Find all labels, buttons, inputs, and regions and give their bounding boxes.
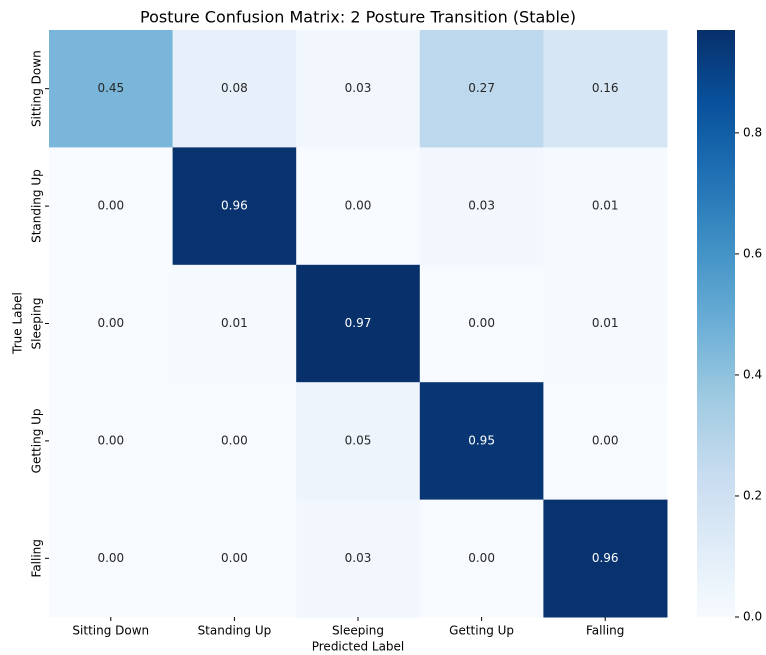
x-tick-label: Sleeping [332, 624, 384, 638]
cell-label: 0.00 [97, 316, 124, 330]
cell-label: 0.00 [221, 551, 248, 565]
cell-label: 0.00 [468, 316, 495, 330]
cell-label: 0.08 [221, 81, 248, 95]
cell [296, 30, 421, 148]
y-tick-label: Sitting Down [30, 50, 44, 127]
cell-label: 0.03 [468, 199, 495, 213]
cell [543, 264, 668, 383]
colorbar-tick-label: 0.0 [743, 610, 762, 624]
cell [49, 147, 174, 266]
cell [419, 382, 544, 501]
cell [543, 499, 668, 618]
cell-label: 0.05 [345, 433, 372, 447]
cell [49, 30, 174, 148]
cell-label: 0.96 [221, 199, 248, 213]
x-tick-label: Falling [586, 624, 624, 638]
cell [419, 147, 544, 266]
colorbar [697, 30, 735, 617]
chart-title: Posture Confusion Matrix: 2 Posture Tran… [140, 8, 576, 27]
cell [49, 382, 174, 501]
cell-label: 0.97 [345, 316, 372, 330]
y-tick-label: Sleeping [30, 298, 44, 350]
cell [419, 30, 544, 148]
cell-label: 0.00 [345, 199, 372, 213]
cell-label: 0.27 [468, 81, 495, 95]
cell [419, 499, 544, 618]
y-axis-label: True Label [11, 292, 25, 355]
cell [172, 264, 297, 383]
cell-label: 0.03 [345, 81, 372, 95]
x-axis-label: Predicted Label [312, 640, 405, 654]
colorbar-tick-label: 0.6 [743, 246, 762, 260]
cell-label: 0.00 [221, 433, 248, 447]
cell-label: 0.01 [592, 316, 619, 330]
cell-label: 0.45 [97, 81, 124, 95]
y-tick-label: Falling [30, 539, 44, 577]
cell-label: 0.00 [97, 433, 124, 447]
cell [543, 30, 668, 148]
y-tick-label: Standing Up [30, 169, 44, 243]
cell [296, 264, 421, 383]
cell-label: 0.00 [468, 551, 495, 565]
cell [419, 264, 544, 383]
cell-label: 0.03 [345, 551, 372, 565]
cell [172, 30, 297, 148]
y-tick-label: Getting Up [30, 408, 44, 473]
x-tick-label: Getting Up [449, 624, 514, 638]
cell-label: 0.95 [468, 433, 495, 447]
cell [49, 499, 174, 618]
cell [296, 499, 421, 618]
cell-label: 0.96 [592, 551, 619, 565]
cell-label: 0.01 [221, 316, 248, 330]
cell [49, 264, 174, 383]
cell [172, 499, 297, 618]
x-tick-label: Sitting Down [72, 624, 149, 638]
cell-label: 0.00 [97, 199, 124, 213]
cell-label: 0.00 [592, 433, 619, 447]
cell [172, 147, 297, 266]
cell [543, 382, 668, 501]
colorbar-tick-label: 0.2 [743, 488, 762, 502]
colorbar-tick-label: 0.4 [743, 367, 762, 381]
cell [172, 382, 297, 501]
x-tick-label: Standing Up [198, 624, 272, 638]
colorbar-tick-label: 0.8 [743, 125, 762, 139]
cell-label: 0.01 [592, 199, 619, 213]
cell-label: 0.16 [592, 81, 619, 95]
cell [296, 382, 421, 501]
cell [543, 147, 668, 266]
cell-label: 0.00 [97, 551, 124, 565]
cell [296, 147, 421, 266]
